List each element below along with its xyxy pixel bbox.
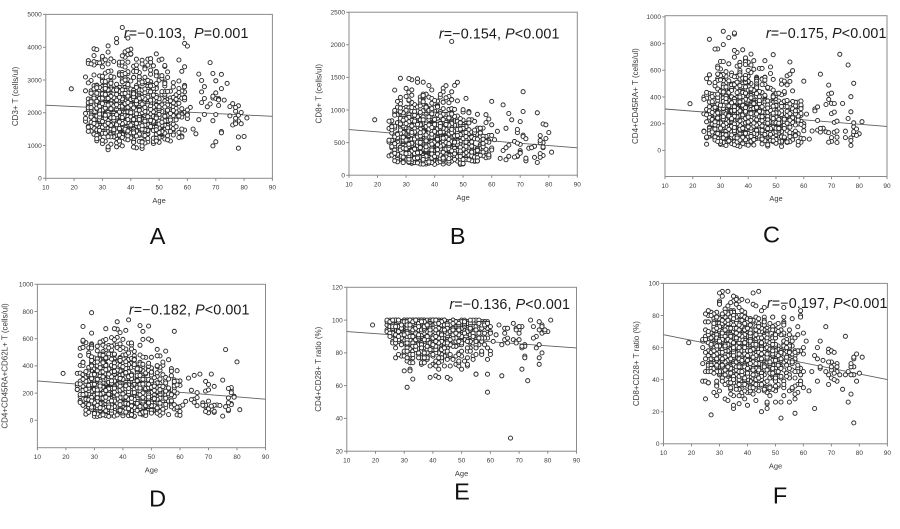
svg-text:30: 30 xyxy=(717,183,725,190)
svg-text:2000: 2000 xyxy=(27,110,42,117)
svg-text:0: 0 xyxy=(30,418,34,425)
svg-text:10: 10 xyxy=(34,454,42,461)
svg-text:Age: Age xyxy=(456,193,469,202)
svg-text:20: 20 xyxy=(70,185,78,192)
svg-text:70: 70 xyxy=(828,183,836,190)
svg-text:1000: 1000 xyxy=(647,14,662,21)
svg-text:30: 30 xyxy=(99,185,107,192)
svg-text:1500: 1500 xyxy=(331,75,346,82)
svg-text:CD4+CD45RA+ T (cells/ul): CD4+CD45RA+ T (cells/ul) xyxy=(631,48,640,144)
svg-text:40: 40 xyxy=(431,182,439,189)
svg-text:60: 60 xyxy=(184,185,192,192)
svg-text:80: 80 xyxy=(240,185,248,192)
svg-text:1000: 1000 xyxy=(19,282,34,289)
svg-text:40: 40 xyxy=(745,183,753,190)
svg-text:0: 0 xyxy=(38,176,42,183)
svg-text:C: C xyxy=(763,222,780,248)
svg-text:80: 80 xyxy=(545,182,553,189)
svg-text:Age: Age xyxy=(152,196,165,205)
svg-text:5000: 5000 xyxy=(27,12,42,19)
svg-text:400: 400 xyxy=(650,94,661,101)
svg-text:200: 200 xyxy=(650,121,661,128)
svg-text:A: A xyxy=(150,223,166,249)
svg-text:2500: 2500 xyxy=(331,10,346,17)
svg-text:4000: 4000 xyxy=(27,45,42,52)
svg-text:30: 30 xyxy=(402,182,410,189)
svg-text:90: 90 xyxy=(269,185,277,192)
svg-text:r=−0.103, P=0.001: r=−0.103, P=0.001 xyxy=(124,26,249,42)
svg-text:r=−0.175, P<0.001: r=−0.175, P<0.001 xyxy=(766,26,887,42)
svg-text:3000: 3000 xyxy=(27,77,42,84)
svg-text:CD8+ T (cells/ul): CD8+ T (cells/ul) xyxy=(315,64,324,124)
svg-text:r=−0.154, P<0.001: r=−0.154, P<0.001 xyxy=(439,27,560,43)
svg-text:50: 50 xyxy=(148,454,156,461)
svg-text:600: 600 xyxy=(23,336,34,343)
svg-text:CD3+ T (cells/ul): CD3+ T (cells/ul) xyxy=(11,66,20,126)
svg-text:200: 200 xyxy=(23,390,34,397)
svg-text:800: 800 xyxy=(650,41,661,48)
svg-text:Age: Age xyxy=(769,194,782,203)
svg-text:80: 80 xyxy=(233,454,241,461)
svg-text:50: 50 xyxy=(155,185,163,192)
svg-text:1000: 1000 xyxy=(331,107,346,114)
svg-text:30: 30 xyxy=(91,454,99,461)
svg-text:B: B xyxy=(450,223,466,249)
svg-text:40: 40 xyxy=(127,185,135,192)
svg-text:1000: 1000 xyxy=(27,143,42,150)
svg-text:500: 500 xyxy=(334,140,345,147)
svg-text:10: 10 xyxy=(345,182,353,189)
svg-text:60: 60 xyxy=(800,183,808,190)
svg-text:90: 90 xyxy=(883,183,891,190)
svg-text:60: 60 xyxy=(176,454,184,461)
svg-text:20: 20 xyxy=(689,183,697,190)
svg-text:70: 70 xyxy=(205,454,213,461)
svg-text:40: 40 xyxy=(119,454,127,461)
svg-text:50: 50 xyxy=(772,183,780,190)
svg-text:20: 20 xyxy=(62,454,70,461)
svg-text:800: 800 xyxy=(23,309,34,316)
svg-text:50: 50 xyxy=(459,182,467,189)
svg-text:90: 90 xyxy=(574,182,582,189)
svg-text:0: 0 xyxy=(657,148,661,155)
svg-text:600: 600 xyxy=(650,68,661,75)
svg-text:10: 10 xyxy=(42,185,50,192)
svg-text:60: 60 xyxy=(488,182,496,189)
svg-text:90: 90 xyxy=(262,454,270,461)
svg-text:20: 20 xyxy=(374,182,382,189)
svg-text:10: 10 xyxy=(661,183,669,190)
svg-text:0: 0 xyxy=(341,173,345,180)
svg-text:70: 70 xyxy=(517,182,525,189)
svg-text:400: 400 xyxy=(23,363,34,370)
svg-text:70: 70 xyxy=(212,185,220,192)
svg-text:2000: 2000 xyxy=(331,42,346,49)
svg-text:80: 80 xyxy=(856,183,864,190)
